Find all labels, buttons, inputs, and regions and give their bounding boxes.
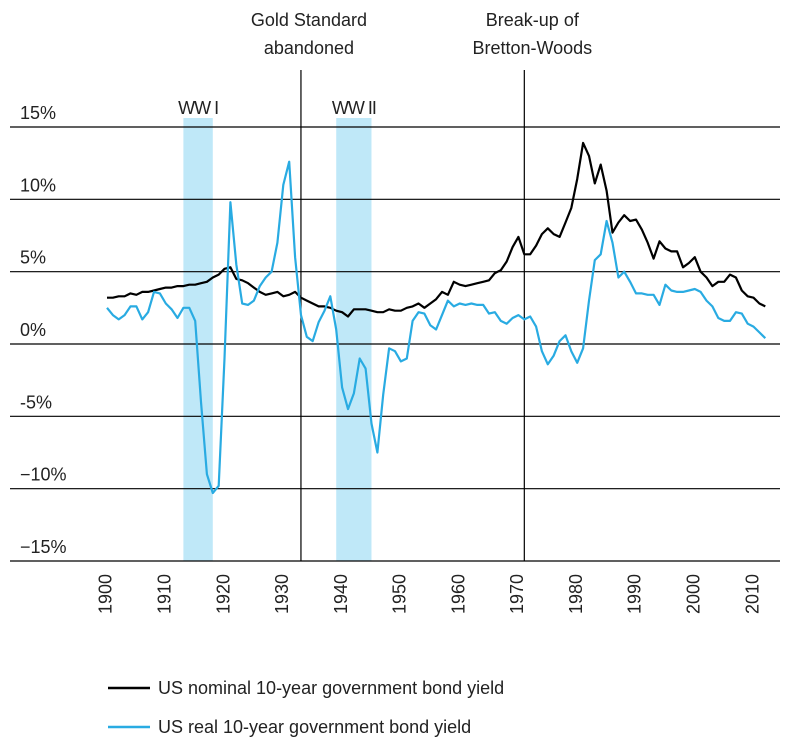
x-tick-label: 1910 [155, 574, 175, 614]
x-tick-label: 1940 [331, 574, 351, 614]
x-tick-label: 2010 [742, 574, 762, 614]
x-tick-label: 1950 [390, 574, 410, 614]
y-tick-label: −10% [20, 465, 67, 485]
war-band [183, 118, 213, 561]
event-label: abandoned [264, 38, 354, 58]
y-tick-label: 5% [20, 248, 46, 268]
x-tick-label: 1960 [448, 574, 468, 614]
event-label: Bretton-Woods [472, 38, 592, 58]
x-tick-label: 1900 [96, 574, 116, 614]
band-label: WW II [332, 98, 376, 118]
legend-label: US nominal 10-year government bond yield [158, 678, 504, 698]
legend-label: US real 10-year government bond yield [158, 717, 471, 737]
x-tick-label: 1970 [507, 574, 527, 614]
war-band [336, 118, 372, 561]
y-tick-label: -5% [20, 392, 52, 412]
event-label: Break-up of [486, 10, 580, 30]
y-tick-label: 0% [20, 320, 46, 340]
series-line [106, 160, 767, 495]
event-label: Gold Standard [251, 10, 367, 30]
series-line [107, 141, 766, 318]
y-tick-label: 15% [20, 103, 56, 123]
y-tick-label: −15% [20, 537, 67, 557]
band-label: WW I [178, 98, 218, 118]
x-tick-label: 1980 [566, 574, 586, 614]
x-tick-label: 1920 [213, 574, 233, 614]
x-tick-label: 2000 [684, 574, 704, 614]
x-tick-label: 1930 [272, 574, 292, 614]
x-tick-label: 1990 [625, 574, 645, 614]
y-tick-label: 10% [20, 175, 56, 195]
